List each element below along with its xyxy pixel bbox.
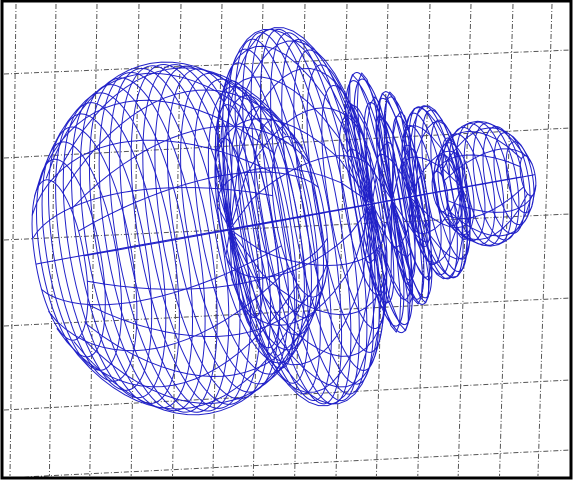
- main-lobe-meridian: [85, 280, 327, 378]
- side-lobe-3-meridian: [379, 92, 417, 200]
- side-lobe-1-meridian: [216, 167, 373, 230]
- side-lobe-2-meridian: [365, 201, 402, 334]
- grid-line-horizontal: [3, 49, 571, 75]
- side-lobe-4-meridian: [409, 188, 463, 280]
- back-lobe-meridian: [444, 148, 533, 181]
- side-lobe-3-meridian: [384, 91, 417, 200]
- grid-line-vertical: [172, 3, 182, 477]
- grid-line-vertical: [130, 3, 140, 477]
- side-lobe-2-meridian: [365, 200, 412, 258]
- main-lobe-meridian: [40, 245, 282, 306]
- side-lobe-4-meridian: [401, 125, 463, 197]
- side-lobe-1-meridian: [225, 203, 373, 279]
- main-lobe-meridian: [56, 284, 298, 388]
- side-lobe-3-meridian: [391, 196, 424, 305]
- main-lobe-meridian: [31, 139, 273, 216]
- side-lobe-4-meridian: [409, 150, 464, 197]
- back-lobe-meridian: [436, 120, 525, 172]
- side-lobe-2-meridian: [346, 147, 393, 205]
- main-lobe-meridian: [48, 267, 289, 352]
- back-lobe-meridian: [435, 186, 524, 220]
- side-lobe-1-meridian: [229, 40, 373, 229]
- side-lobe-3-meridian: [377, 153, 417, 200]
- side-lobe-4-meridian: [409, 188, 463, 264]
- side-lobe-1-meridian: [216, 45, 373, 229]
- grid-line-vertical: [48, 3, 57, 477]
- main-lobe-meridian: [33, 99, 275, 197]
- side-lobe-3-meridian: [391, 196, 429, 304]
- side-lobe-2-meridian: [345, 100, 393, 205]
- side-lobe-4-meridian: [409, 105, 463, 197]
- side-lobe-2-meridian: [365, 201, 409, 332]
- grid-line-vertical: [537, 3, 553, 477]
- grid-line-vertical: [417, 3, 431, 477]
- side-lobe-1-meridian: [220, 203, 372, 232]
- side-lobe-4-meridian: [409, 120, 463, 197]
- back-lobe-meridian: [446, 192, 536, 237]
- side-lobe-2-meridian: [354, 199, 392, 208]
- side-lobe-1-meridian: [214, 118, 373, 230]
- grid-line-vertical: [499, 3, 514, 477]
- main-lobe-meridian: [35, 220, 276, 265]
- back-lobe-meridian: [438, 193, 528, 241]
- side-lobe-4-meridian: [409, 188, 471, 260]
- side-lobe-3-meridian: [389, 196, 417, 249]
- side-lobe-2-meridian: [356, 72, 393, 204]
- side-lobe-1-meridian: [229, 204, 373, 366]
- side-lobe-1-meridian: [229, 204, 388, 316]
- grid-line-vertical: [89, 3, 98, 477]
- side-lobe-1-meridian: [229, 204, 386, 388]
- main-lobe-meridian: [62, 89, 304, 192]
- side-lobe-2-meridian: [349, 73, 393, 205]
- grid-line-vertical: [335, 3, 348, 477]
- side-lobe-1-meridian: [229, 204, 373, 393]
- back-lobe-meridian: [432, 176, 521, 194]
- main-lobe-meridian: [32, 187, 273, 240]
- back-lobe: [431, 120, 537, 247]
- side-lobe-4-meridian: [409, 187, 471, 229]
- side-lobe-1-meridian: [229, 67, 373, 229]
- main-lobe-meridian: [87, 261, 329, 337]
- side-lobe-3-meridian: [391, 196, 417, 286]
- grid-line-vertical: [375, 3, 389, 477]
- side-lobe-4-meridian: [408, 187, 463, 235]
- grid-line-vertical: [252, 3, 264, 477]
- grid-line-horizontal: [3, 449, 571, 479]
- grid-line-vertical: [212, 3, 223, 477]
- grid-line-vertical: [457, 3, 472, 477]
- side-lobe-1-meridian: [229, 204, 373, 326]
- side-lobe-2-meridian: [362, 200, 393, 264]
- side-lobe-2-meridian: [365, 200, 393, 309]
- grid-line-horizontal: [3, 297, 571, 327]
- side-lobe-3-meridian: [382, 195, 416, 203]
- side-lobe-4-meridian: [404, 106, 463, 197]
- grid-line-vertical: [9, 3, 17, 477]
- main-lobe-meridian: [80, 292, 322, 404]
- side-lobe-1-meridian: [229, 204, 377, 407]
- grid-line-horizontal: [3, 379, 571, 411]
- main-lobe-meridian: [53, 67, 295, 182]
- side-lobe-2-meridian: [365, 200, 413, 305]
- back-lobe-meridian: [443, 195, 532, 247]
- side-lobe-4-meridian: [401, 156, 463, 197]
- back-lobe-meridian: [440, 127, 530, 174]
- side-lobe-4-meridian: [409, 188, 468, 278]
- main-lobe-meridian: [45, 61, 287, 179]
- grid-line-vertical: [294, 3, 306, 477]
- side-lobe-1-meridian: [225, 27, 373, 229]
- wireframe-surface: [31, 27, 537, 416]
- back-lobe-meridian: [432, 130, 522, 175]
